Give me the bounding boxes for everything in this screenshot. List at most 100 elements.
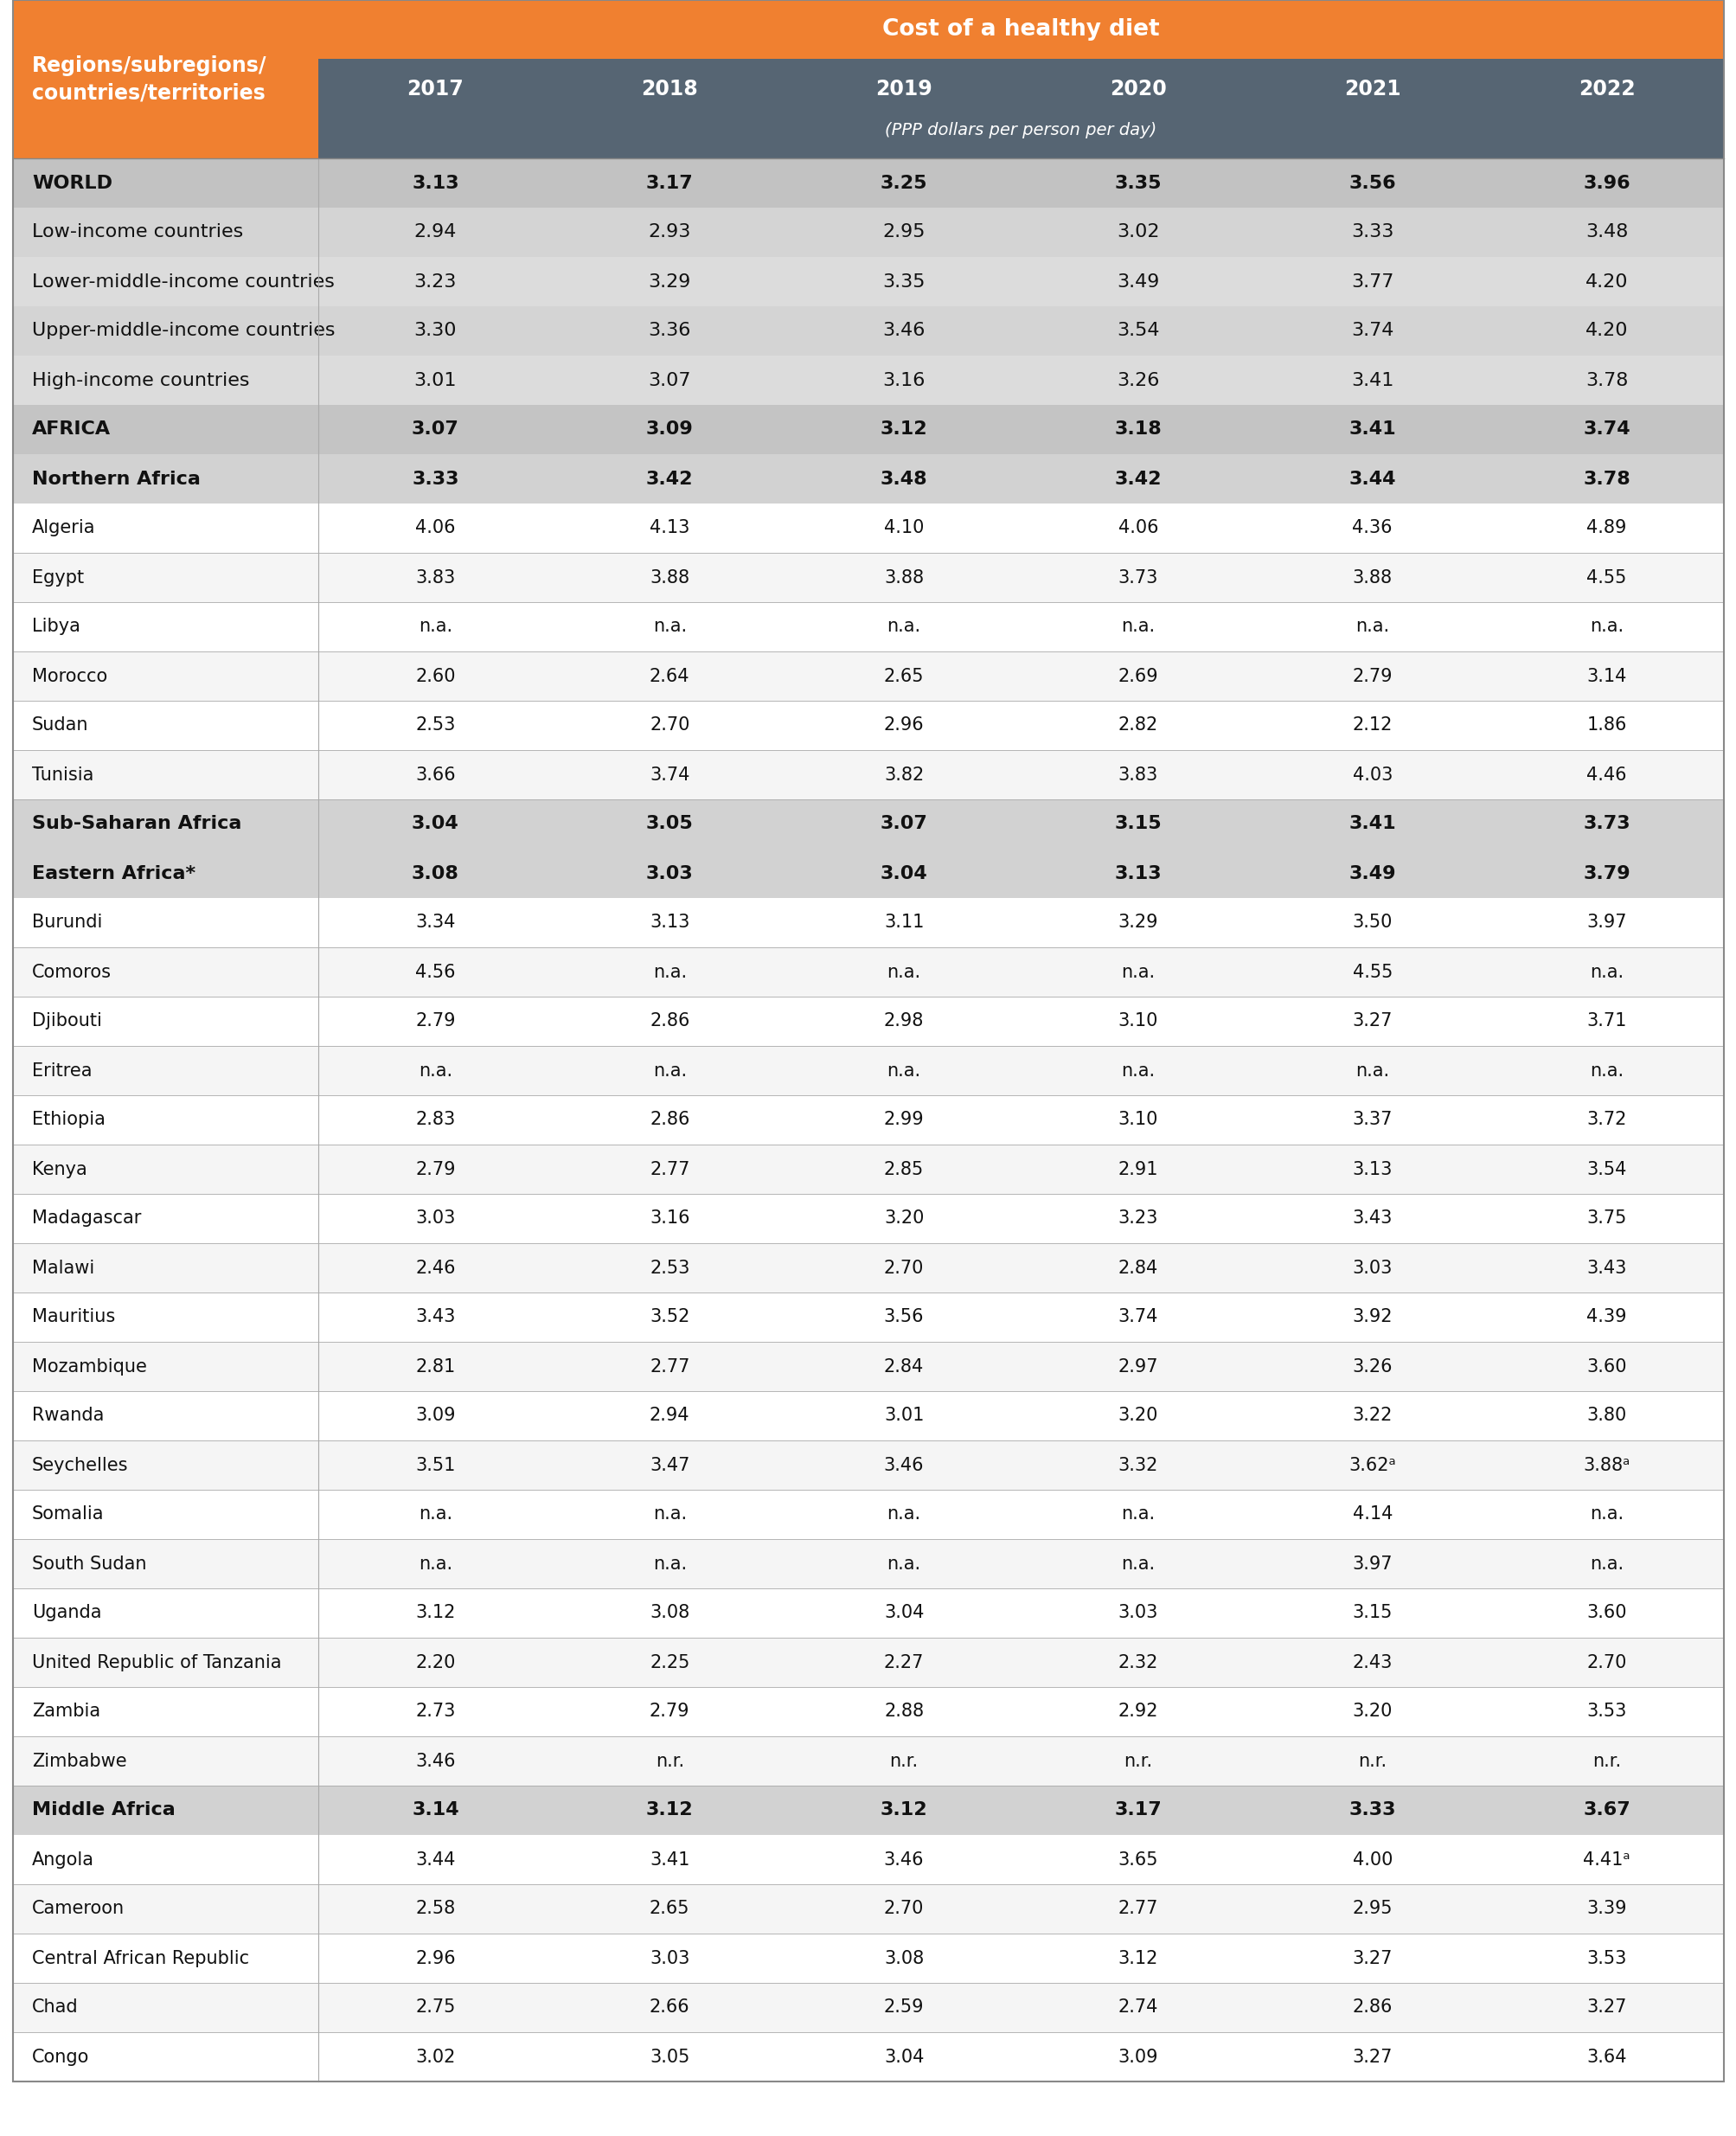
Bar: [12, 158, 1724, 207]
Text: 2.77: 2.77: [649, 1160, 689, 1177]
Text: 3.42: 3.42: [646, 470, 693, 487]
Text: Low-income countries: Low-income countries: [31, 224, 243, 241]
Text: 2.53: 2.53: [649, 1260, 689, 1277]
Text: 3.13: 3.13: [1115, 865, 1161, 882]
Text: 3.07: 3.07: [880, 816, 927, 833]
Text: 3.41: 3.41: [1349, 421, 1396, 438]
Text: 4.56: 4.56: [415, 963, 455, 980]
Text: n.a.: n.a.: [1590, 1555, 1623, 1572]
Text: 3.08: 3.08: [884, 1950, 924, 1967]
Text: 3.33: 3.33: [1349, 1801, 1396, 1820]
Text: 3.97: 3.97: [1352, 1555, 1392, 1572]
Text: n.a.: n.a.: [1590, 1062, 1623, 1079]
Text: 3.14: 3.14: [1587, 666, 1627, 686]
Text: 2.94: 2.94: [649, 1408, 689, 1425]
Text: 3.12: 3.12: [1118, 1950, 1158, 1967]
Text: 2.95: 2.95: [882, 224, 925, 241]
Text: 3.73: 3.73: [1583, 816, 1630, 833]
Text: 3.60: 3.60: [1587, 1358, 1627, 1376]
Text: Eritrea: Eritrea: [31, 1062, 92, 1079]
Text: n.a.: n.a.: [887, 1555, 920, 1572]
Text: 3.43: 3.43: [415, 1309, 455, 1326]
Text: n.a.: n.a.: [418, 617, 453, 634]
Text: Zambia: Zambia: [31, 1702, 101, 1719]
Text: 2.95: 2.95: [1352, 1901, 1392, 1918]
Text: 3.60: 3.60: [1587, 1604, 1627, 1621]
Text: 2.32: 2.32: [1118, 1653, 1158, 1670]
Text: 3.56: 3.56: [1349, 175, 1396, 192]
Text: 3.30: 3.30: [413, 323, 457, 340]
Text: Madagascar: Madagascar: [31, 1209, 141, 1228]
Text: 3.88: 3.88: [649, 568, 689, 585]
Text: 4.00: 4.00: [1352, 1852, 1392, 1869]
Text: 4.03: 4.03: [1352, 767, 1392, 784]
Text: Central African Republic: Central African Republic: [31, 1950, 250, 1967]
Text: 3.17: 3.17: [1115, 1801, 1161, 1820]
Text: 2.83: 2.83: [415, 1111, 455, 1128]
Text: 3.44: 3.44: [1349, 470, 1396, 487]
Text: n.a.: n.a.: [887, 963, 920, 980]
Text: 3.10: 3.10: [1118, 1012, 1158, 1030]
Text: Uganda: Uganda: [31, 1604, 102, 1621]
Text: 3.36: 3.36: [648, 323, 691, 340]
Text: 2.79: 2.79: [415, 1012, 455, 1030]
Text: 2.60: 2.60: [415, 666, 455, 686]
Text: 2.25: 2.25: [649, 1653, 689, 1670]
Text: 3.34: 3.34: [415, 914, 455, 931]
Text: 3.04: 3.04: [411, 816, 458, 833]
Text: 4.55: 4.55: [1352, 963, 1392, 980]
Text: n.r.: n.r.: [1358, 1752, 1387, 1769]
Text: 4.20: 4.20: [1585, 323, 1628, 340]
Text: 2020: 2020: [1109, 79, 1167, 98]
Text: 3.50: 3.50: [1352, 914, 1392, 931]
Text: n.a.: n.a.: [418, 1555, 453, 1572]
Text: 3.77: 3.77: [1351, 273, 1394, 290]
Text: 3.54: 3.54: [1116, 323, 1160, 340]
Text: 3.27: 3.27: [1352, 2048, 1392, 2066]
Text: n.a.: n.a.: [1590, 1506, 1623, 1523]
Bar: [12, 1292, 1724, 1341]
Text: 3.74: 3.74: [1351, 323, 1394, 340]
Text: Morocco: Morocco: [31, 666, 108, 686]
Text: 3.29: 3.29: [648, 273, 691, 290]
Text: 3.66: 3.66: [415, 767, 455, 784]
Bar: [12, 1047, 1724, 1096]
Text: 2.93: 2.93: [648, 224, 691, 241]
Text: 3.01: 3.01: [413, 372, 457, 389]
Text: Mauritius: Mauritius: [31, 1309, 115, 1326]
Bar: [12, 305, 1724, 355]
Text: 3.03: 3.03: [649, 1950, 689, 1967]
Text: 2.82: 2.82: [1118, 718, 1158, 735]
Text: Burundi: Burundi: [31, 914, 102, 931]
Text: 3.53: 3.53: [1587, 1950, 1627, 1967]
Text: 3.12: 3.12: [880, 421, 927, 438]
Text: Middle Africa: Middle Africa: [31, 1801, 175, 1820]
Text: 3.46: 3.46: [884, 1852, 924, 1869]
Text: 3.09: 3.09: [1118, 2048, 1158, 2066]
Text: 2018: 2018: [641, 79, 698, 98]
Text: Cameroon: Cameroon: [31, 1901, 125, 1918]
Text: 3.17: 3.17: [646, 175, 693, 192]
Text: 3.49: 3.49: [1116, 273, 1160, 290]
Text: 3.43: 3.43: [1587, 1260, 1627, 1277]
Text: n.a.: n.a.: [1590, 963, 1623, 980]
Text: 2021: 2021: [1344, 79, 1401, 98]
Bar: [12, 1737, 1724, 1786]
Text: 3.05: 3.05: [649, 2048, 689, 2066]
Text: 2.86: 2.86: [649, 1012, 689, 1030]
Text: 2.94: 2.94: [415, 224, 457, 241]
Text: 3.44: 3.44: [415, 1852, 455, 1869]
Text: 4.06: 4.06: [1118, 519, 1158, 536]
Text: 4.89: 4.89: [1587, 519, 1627, 536]
Text: Malawi: Malawi: [31, 1260, 94, 1277]
Text: 3.04: 3.04: [884, 1604, 924, 1621]
Text: 3.25: 3.25: [880, 175, 927, 192]
Text: 3.42: 3.42: [1115, 470, 1161, 487]
Text: 3.29: 3.29: [1118, 914, 1158, 931]
Text: 2.12: 2.12: [1352, 718, 1392, 735]
Bar: [12, 1243, 1724, 1292]
Text: 3.74: 3.74: [649, 767, 689, 784]
Text: Regions/subregions/
countries/territories: Regions/subregions/ countries/territorie…: [31, 56, 267, 103]
Text: 3.03: 3.03: [646, 865, 693, 882]
Text: 2.98: 2.98: [884, 1012, 924, 1030]
